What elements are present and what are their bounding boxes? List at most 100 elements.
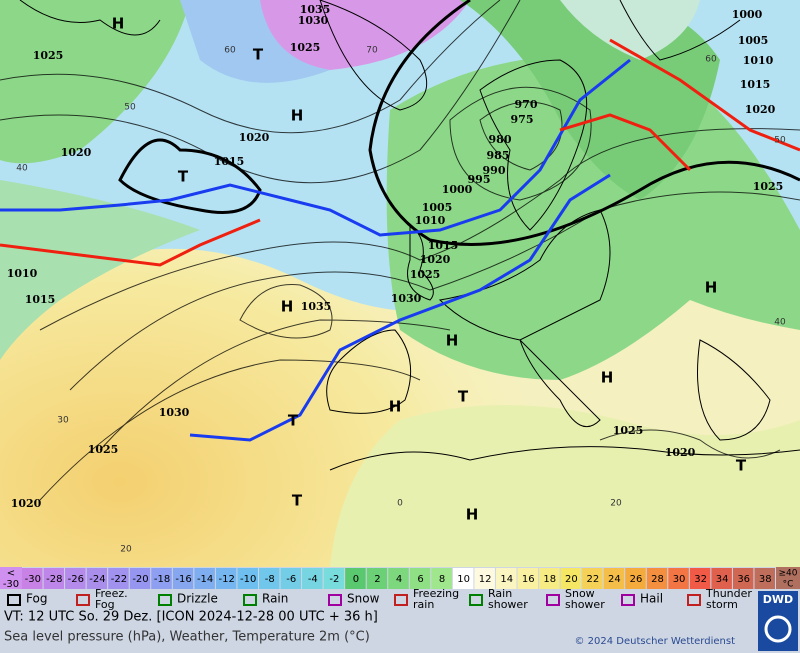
isobar-label: 1020 (11, 497, 42, 510)
scale-label: 16 (522, 574, 535, 585)
green-area (0, 180, 200, 360)
scale-high (776, 567, 800, 589)
isobars (0, 0, 800, 501)
legend-icon (546, 594, 560, 606)
legend-label: Snow (565, 587, 595, 600)
scale-label: -10 (240, 574, 256, 585)
latitude-label: 50 (124, 103, 136, 113)
scale-cell (172, 568, 194, 589)
troughs (118, 0, 800, 246)
pressure-center: T (458, 388, 469, 406)
isobar-label: 1010 (415, 214, 446, 227)
scale-cell (732, 568, 754, 589)
dwd-logo-mark (764, 615, 792, 643)
legend-icon (687, 594, 701, 606)
scale-cell (108, 568, 129, 589)
legend-icon (621, 594, 635, 606)
dwd-logo: DWD (763, 593, 793, 606)
isobar-label: 1015 (25, 293, 56, 306)
isobar-label: 1035 (301, 300, 332, 313)
north-africa (330, 405, 800, 567)
isobar-label: 1000 (442, 183, 473, 196)
scale-cell (431, 568, 452, 589)
scale-cell (668, 568, 689, 589)
isobar-label: 1025 (753, 180, 784, 193)
scale-cell (65, 568, 86, 589)
isobar-label: 1020 (420, 253, 451, 266)
scale-label: -18 (154, 574, 170, 585)
scale-label: -2 (329, 574, 339, 585)
scale-label: 22 (587, 574, 600, 585)
scale-cell (22, 568, 43, 589)
scale-cell (280, 568, 302, 589)
scale-label: 6 (417, 574, 423, 585)
legend-label: Fog (95, 598, 115, 611)
isobar-label: 1020 (61, 146, 92, 159)
scale-label: -28 (46, 574, 62, 585)
cold-front (189, 173, 611, 442)
legend-icon (7, 594, 21, 606)
legend-label: storm (706, 598, 738, 611)
pressure-center: H (705, 279, 718, 297)
scale-cell (409, 568, 431, 589)
legend-label: Rain (488, 587, 512, 600)
legend-icon (243, 594, 257, 606)
legend-label: Freez. (95, 587, 128, 600)
warm-front (609, 38, 800, 152)
isobar-label: 1030 (298, 14, 329, 27)
isobar-label: 1020 (745, 103, 776, 116)
isobar-label: 1020 (665, 446, 696, 459)
warm-front (0, 218, 261, 267)
scale-cell (215, 568, 237, 589)
scale-cell (129, 568, 151, 589)
isobar-label: 995 (468, 173, 491, 186)
scale-label: 36 (737, 574, 750, 585)
latitude-label: 0 (397, 499, 403, 509)
pressure-center: H (281, 298, 294, 316)
scale-label: 38 (759, 574, 772, 585)
pressure-center: T (253, 46, 264, 64)
scale-cell (560, 568, 582, 589)
valid-time: VT: 12 UTC So. 29 Dez. [ICON 2024-12-28 … (4, 610, 378, 625)
pressure-center: T (288, 412, 299, 430)
scale-label: -24 (89, 574, 105, 585)
scale-cell (474, 568, 495, 589)
latitude-label: 40 (16, 164, 28, 174)
scale-label: -6 (286, 574, 296, 585)
scale-label: 2 (374, 574, 380, 585)
scale-label: 34 (716, 574, 729, 585)
isobar-label: 990 (483, 164, 506, 177)
isobar-label: 1030 (391, 292, 422, 305)
scale-cell (366, 568, 388, 589)
scale-cell (495, 568, 517, 589)
scale-label: -12 (218, 574, 234, 585)
pressure-center: H (466, 506, 479, 524)
latitude-label: 50 (774, 136, 786, 146)
isobar-label: 1005 (738, 34, 769, 47)
isobar-label: 1025 (613, 424, 644, 437)
scale-label: -26 (68, 574, 84, 585)
scale-label: 0 (353, 574, 359, 585)
scale-label: -14 (197, 574, 213, 585)
scale-cell (711, 568, 732, 589)
scale-cell (625, 568, 646, 589)
legend-panel: DWD VT: 12 UTC So. 29 Dez. [ICON 2024-12… (0, 567, 800, 653)
legend-label: shower (488, 598, 528, 611)
scale-label: 26 (630, 574, 643, 585)
legend-icon (328, 594, 342, 606)
copyright: © 2024 Deutscher Wetterdienst (574, 636, 735, 647)
cold-area (250, 0, 470, 70)
pressure-center: T (292, 492, 303, 510)
isobar-label: 1020 (239, 131, 270, 144)
scale-cell (646, 568, 668, 589)
scale-low-label: -30 (3, 579, 19, 590)
scale-cell (194, 568, 215, 589)
scale-label: 28 (651, 574, 664, 585)
scale-cell (754, 568, 775, 589)
scale-cell (388, 568, 409, 589)
map: H 1035 1030 T 1025 1025 1000 1005 1010 1015 1020 H 1… (0, 0, 800, 567)
description: Sea level pressure (hPa), Weather, Tempe… (4, 630, 370, 645)
scale-label: 4 (396, 574, 402, 585)
scale-label: -4 (308, 574, 318, 585)
